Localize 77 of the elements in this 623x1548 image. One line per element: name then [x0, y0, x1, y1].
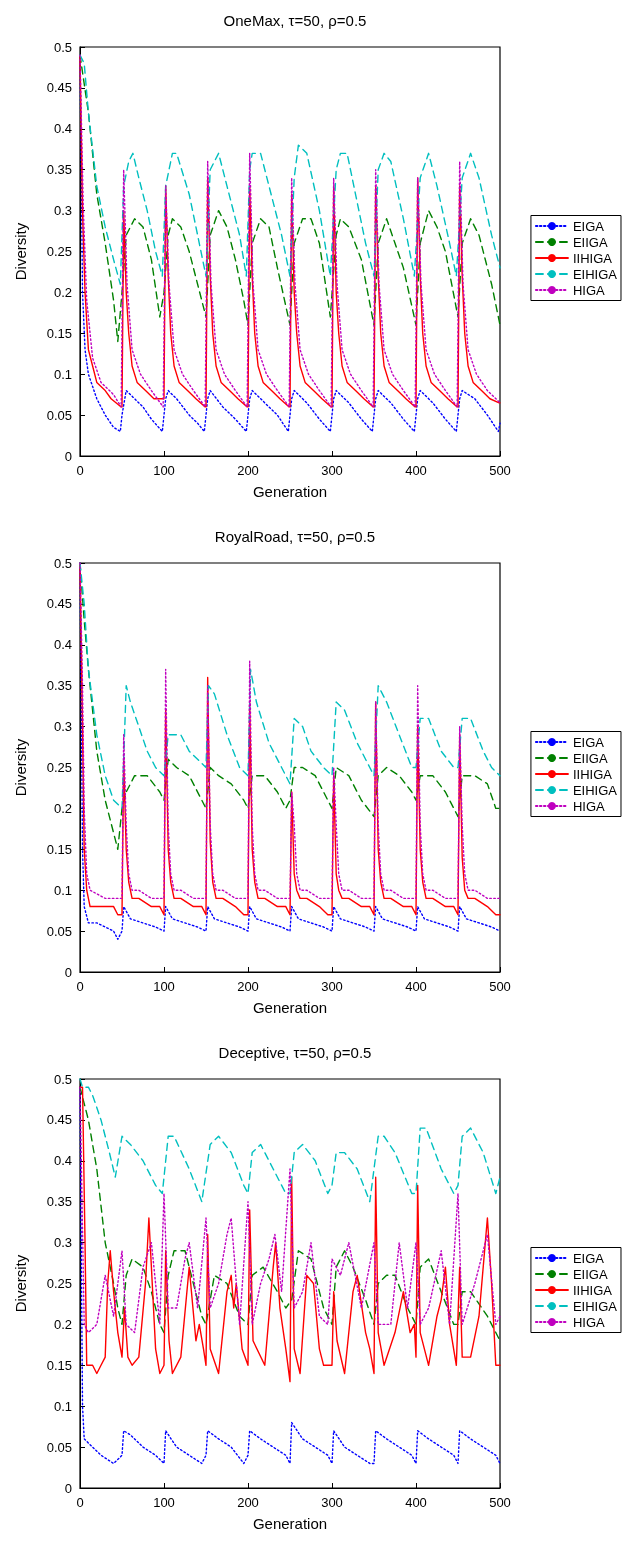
legend-label: IIHIGA: [572, 250, 613, 266]
chart-title: RoyalRoad, τ=50, ρ=0.5: [214, 528, 376, 545]
x-tick-label: 200: [237, 979, 259, 994]
y-tick-label: 0.4: [53, 1153, 72, 1169]
y-tick-label: 0.2: [53, 1316, 72, 1332]
x-tick-label: 500: [489, 1495, 511, 1510]
legend-label: EIHIGA: [572, 1298, 618, 1314]
legend-label: EIGA: [572, 1250, 605, 1266]
y-tick-label: 0: [64, 964, 72, 980]
y-tick-label: 0.3: [53, 719, 72, 735]
x-tick-label: 100: [153, 1495, 175, 1510]
x-axis-title: Generation: [252, 483, 328, 500]
y-tick-label: 0.15: [46, 325, 72, 341]
y-tick-label: 0.15: [46, 1357, 72, 1373]
y-tick-label: 0.45: [46, 1112, 72, 1128]
y-axis-title: Diversity: [12, 222, 29, 281]
y-tick-label: 0.45: [46, 80, 72, 96]
legend-label: EIGA: [572, 734, 605, 750]
x-axis-title: Generation: [252, 1515, 328, 1532]
y-tick-label: 0: [64, 448, 72, 464]
line-series: [79, 1078, 501, 1203]
x-tick-label: 500: [489, 979, 511, 994]
x-tick-label: 200: [237, 463, 259, 478]
x-tick-label: 500: [489, 463, 511, 478]
y-tick-label: 0.35: [46, 678, 72, 694]
y-tick-label: 0.05: [46, 407, 72, 423]
x-tick-label: 0: [76, 463, 84, 478]
x-tick-label: 100: [153, 463, 175, 478]
x-axis-title: Generation: [252, 999, 328, 1016]
legend-label: EIIGA: [572, 750, 608, 766]
x-tick-label: 0: [76, 979, 84, 994]
y-tick-label: 0.4: [53, 637, 72, 653]
y-tick-label: 0.05: [46, 923, 72, 939]
x-tick-label: 200: [237, 1495, 259, 1510]
y-tick-label: 0.2: [53, 284, 72, 300]
chart-title: OneMax, τ=50, ρ=0.5: [223, 12, 367, 29]
legend-label: EIIGA: [572, 234, 608, 250]
y-axis-title: Diversity: [12, 1254, 29, 1313]
y-tick-label: 0.5: [53, 555, 72, 571]
line-series: [79, 54, 501, 285]
y-tick-label: 0.35: [46, 1194, 72, 1210]
chart-title: Deceptive, τ=50, ρ=0.5: [218, 1044, 372, 1061]
y-tick-label: 0.05: [46, 1439, 72, 1455]
y-tick-label: 0.1: [53, 882, 72, 898]
x-tick-label: 300: [321, 463, 343, 478]
x-tick-label: 400: [405, 979, 427, 994]
y-tick-label: 0.2: [53, 800, 72, 816]
y-tick-label: 0.25: [46, 1276, 72, 1291]
legend-label: EIHIGA: [572, 266, 618, 282]
x-tick-label: 300: [321, 1495, 343, 1510]
y-tick-label: 0.4: [53, 121, 72, 137]
y-tick-label: 0.15: [46, 841, 72, 857]
y-tick-label: 0.5: [53, 1071, 72, 1087]
legend-label: HIGA: [572, 1314, 606, 1330]
x-tick-label: 300: [321, 979, 343, 994]
y-tick-label: 0.3: [53, 203, 72, 219]
y-tick-label: 0.3: [53, 1235, 72, 1251]
y-tick-label: 0.45: [46, 596, 72, 612]
y-tick-label: 0.1: [53, 366, 72, 382]
y-tick-label: 0: [64, 1480, 72, 1496]
x-tick-label: 100: [153, 979, 175, 994]
y-tick-label: 0.25: [46, 244, 72, 259]
x-tick-label: 400: [405, 1495, 427, 1510]
y-axis-title: Diversity: [12, 738, 29, 797]
y-tick-label: 0.35: [46, 162, 72, 178]
y-tick-label: 0.5: [53, 39, 72, 55]
y-tick-label: 0.1: [53, 1398, 72, 1414]
legend-label: EIGA: [572, 218, 605, 234]
x-tick-label: 400: [405, 463, 427, 478]
legend-label: HIGA: [572, 282, 606, 298]
legend-label: HIGA: [572, 798, 606, 814]
legend-label: IIHIGA: [572, 766, 613, 782]
legend-label: EIHIGA: [572, 782, 618, 798]
x-tick-label: 0: [76, 1495, 84, 1510]
legend-label: IIHIGA: [572, 1282, 613, 1298]
y-tick-label: 0.25: [46, 760, 72, 775]
legend-label: EIIGA: [572, 1266, 608, 1282]
